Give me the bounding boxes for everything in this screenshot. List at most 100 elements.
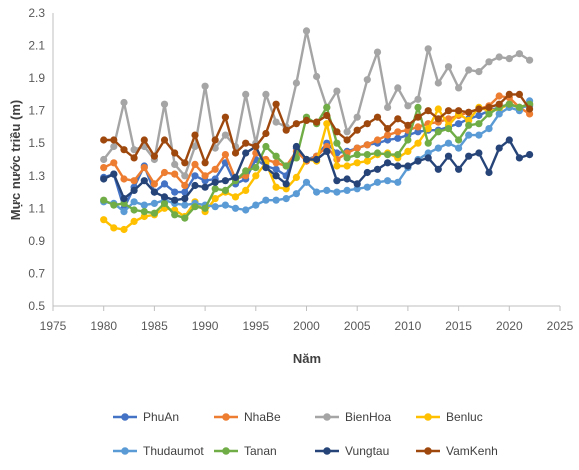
data-point bbox=[272, 172, 280, 180]
data-point bbox=[160, 199, 169, 207]
data-point bbox=[485, 125, 493, 133]
legend-label: Vungtau bbox=[345, 444, 389, 458]
data-point bbox=[130, 217, 138, 225]
data-point bbox=[211, 178, 219, 186]
y-tick-label: 1.7 bbox=[28, 104, 45, 118]
data-point bbox=[221, 113, 229, 121]
data-point bbox=[110, 170, 118, 178]
data-point bbox=[384, 159, 392, 167]
data-point bbox=[373, 113, 382, 121]
data-point bbox=[252, 201, 260, 209]
data-point bbox=[211, 203, 219, 211]
data-point bbox=[373, 149, 382, 157]
data-point bbox=[363, 76, 371, 84]
data-point bbox=[434, 128, 442, 136]
data-point bbox=[363, 183, 371, 191]
data-point bbox=[414, 103, 422, 111]
data-point bbox=[444, 152, 453, 160]
data-point bbox=[353, 180, 361, 188]
data-point bbox=[292, 173, 300, 181]
data-point bbox=[434, 165, 442, 173]
data-point bbox=[333, 177, 341, 185]
legend-swatch-marker bbox=[323, 447, 331, 455]
data-point bbox=[201, 204, 209, 212]
data-point bbox=[272, 159, 280, 167]
legend: PhuAn NhaBe BienHoa Benluc Thudaumot Tanan Vun… bbox=[113, 410, 498, 458]
data-point bbox=[333, 87, 341, 95]
data-point bbox=[130, 177, 138, 185]
data-point bbox=[505, 100, 513, 108]
data-point bbox=[272, 165, 280, 173]
data-point bbox=[414, 113, 422, 121]
data-point bbox=[444, 107, 453, 115]
data-point bbox=[526, 56, 534, 64]
legend-swatch-marker bbox=[424, 447, 432, 455]
data-point bbox=[394, 162, 402, 170]
data-point bbox=[465, 152, 473, 160]
data-point bbox=[495, 144, 503, 152]
data-point bbox=[323, 120, 331, 128]
data-point bbox=[475, 105, 483, 113]
data-point bbox=[394, 178, 402, 186]
legend-swatch-marker bbox=[121, 413, 129, 421]
data-point bbox=[363, 168, 371, 177]
data-point bbox=[231, 204, 240, 212]
x-tick-label: 1975 bbox=[40, 319, 67, 333]
data-point bbox=[302, 155, 311, 164]
data-point bbox=[221, 177, 229, 185]
data-point bbox=[171, 170, 179, 178]
data-point bbox=[110, 159, 118, 167]
data-point bbox=[465, 131, 473, 139]
data-point bbox=[110, 224, 118, 232]
data-point bbox=[150, 209, 158, 217]
data-point bbox=[120, 195, 128, 203]
legend-swatch-marker bbox=[222, 413, 230, 421]
data-point bbox=[120, 208, 128, 216]
legend-label: VamKenh bbox=[446, 444, 498, 458]
data-point bbox=[394, 84, 402, 92]
data-point bbox=[353, 151, 361, 159]
data-point bbox=[150, 180, 158, 188]
data-point bbox=[242, 186, 250, 194]
data-point bbox=[465, 66, 473, 74]
data-point bbox=[353, 144, 361, 152]
legend-swatch-marker bbox=[323, 413, 331, 421]
data-point bbox=[343, 128, 351, 136]
data-point bbox=[313, 155, 321, 164]
y-tick-label: 1.3 bbox=[28, 169, 45, 183]
data-point bbox=[160, 136, 169, 144]
data-point bbox=[160, 168, 169, 177]
data-point bbox=[384, 103, 392, 111]
data-point bbox=[160, 193, 169, 201]
data-point bbox=[475, 68, 483, 76]
data-point bbox=[211, 185, 219, 193]
y-tick-label: 1.5 bbox=[28, 136, 45, 150]
data-point bbox=[455, 120, 463, 128]
data-point bbox=[323, 111, 331, 120]
data-point bbox=[434, 105, 442, 113]
x-tick-label: 2025 bbox=[547, 319, 574, 333]
data-point bbox=[252, 164, 260, 172]
data-point bbox=[160, 180, 169, 188]
axes: 0.5 0.7 0.9 1.1 1.3 1.5 1.7 1.9 2.1 2.3 1975 1980 19… bbox=[28, 6, 573, 333]
data-point bbox=[343, 154, 351, 162]
data-point bbox=[373, 48, 382, 56]
data-point bbox=[201, 82, 209, 90]
data-point bbox=[211, 136, 219, 144]
data-point bbox=[475, 131, 483, 139]
data-point bbox=[110, 136, 118, 144]
data-point bbox=[363, 141, 371, 149]
data-point bbox=[140, 201, 148, 209]
data-point bbox=[475, 149, 483, 157]
x-axis-title: Năm bbox=[293, 351, 321, 366]
data-point bbox=[181, 159, 189, 167]
y-tick-label: 0.9 bbox=[28, 234, 45, 248]
data-point bbox=[140, 164, 148, 172]
data-point bbox=[262, 129, 270, 138]
data-point bbox=[434, 79, 442, 87]
data-point bbox=[414, 157, 422, 165]
data-point bbox=[242, 167, 250, 175]
data-point bbox=[455, 84, 463, 92]
data-point bbox=[292, 142, 300, 151]
